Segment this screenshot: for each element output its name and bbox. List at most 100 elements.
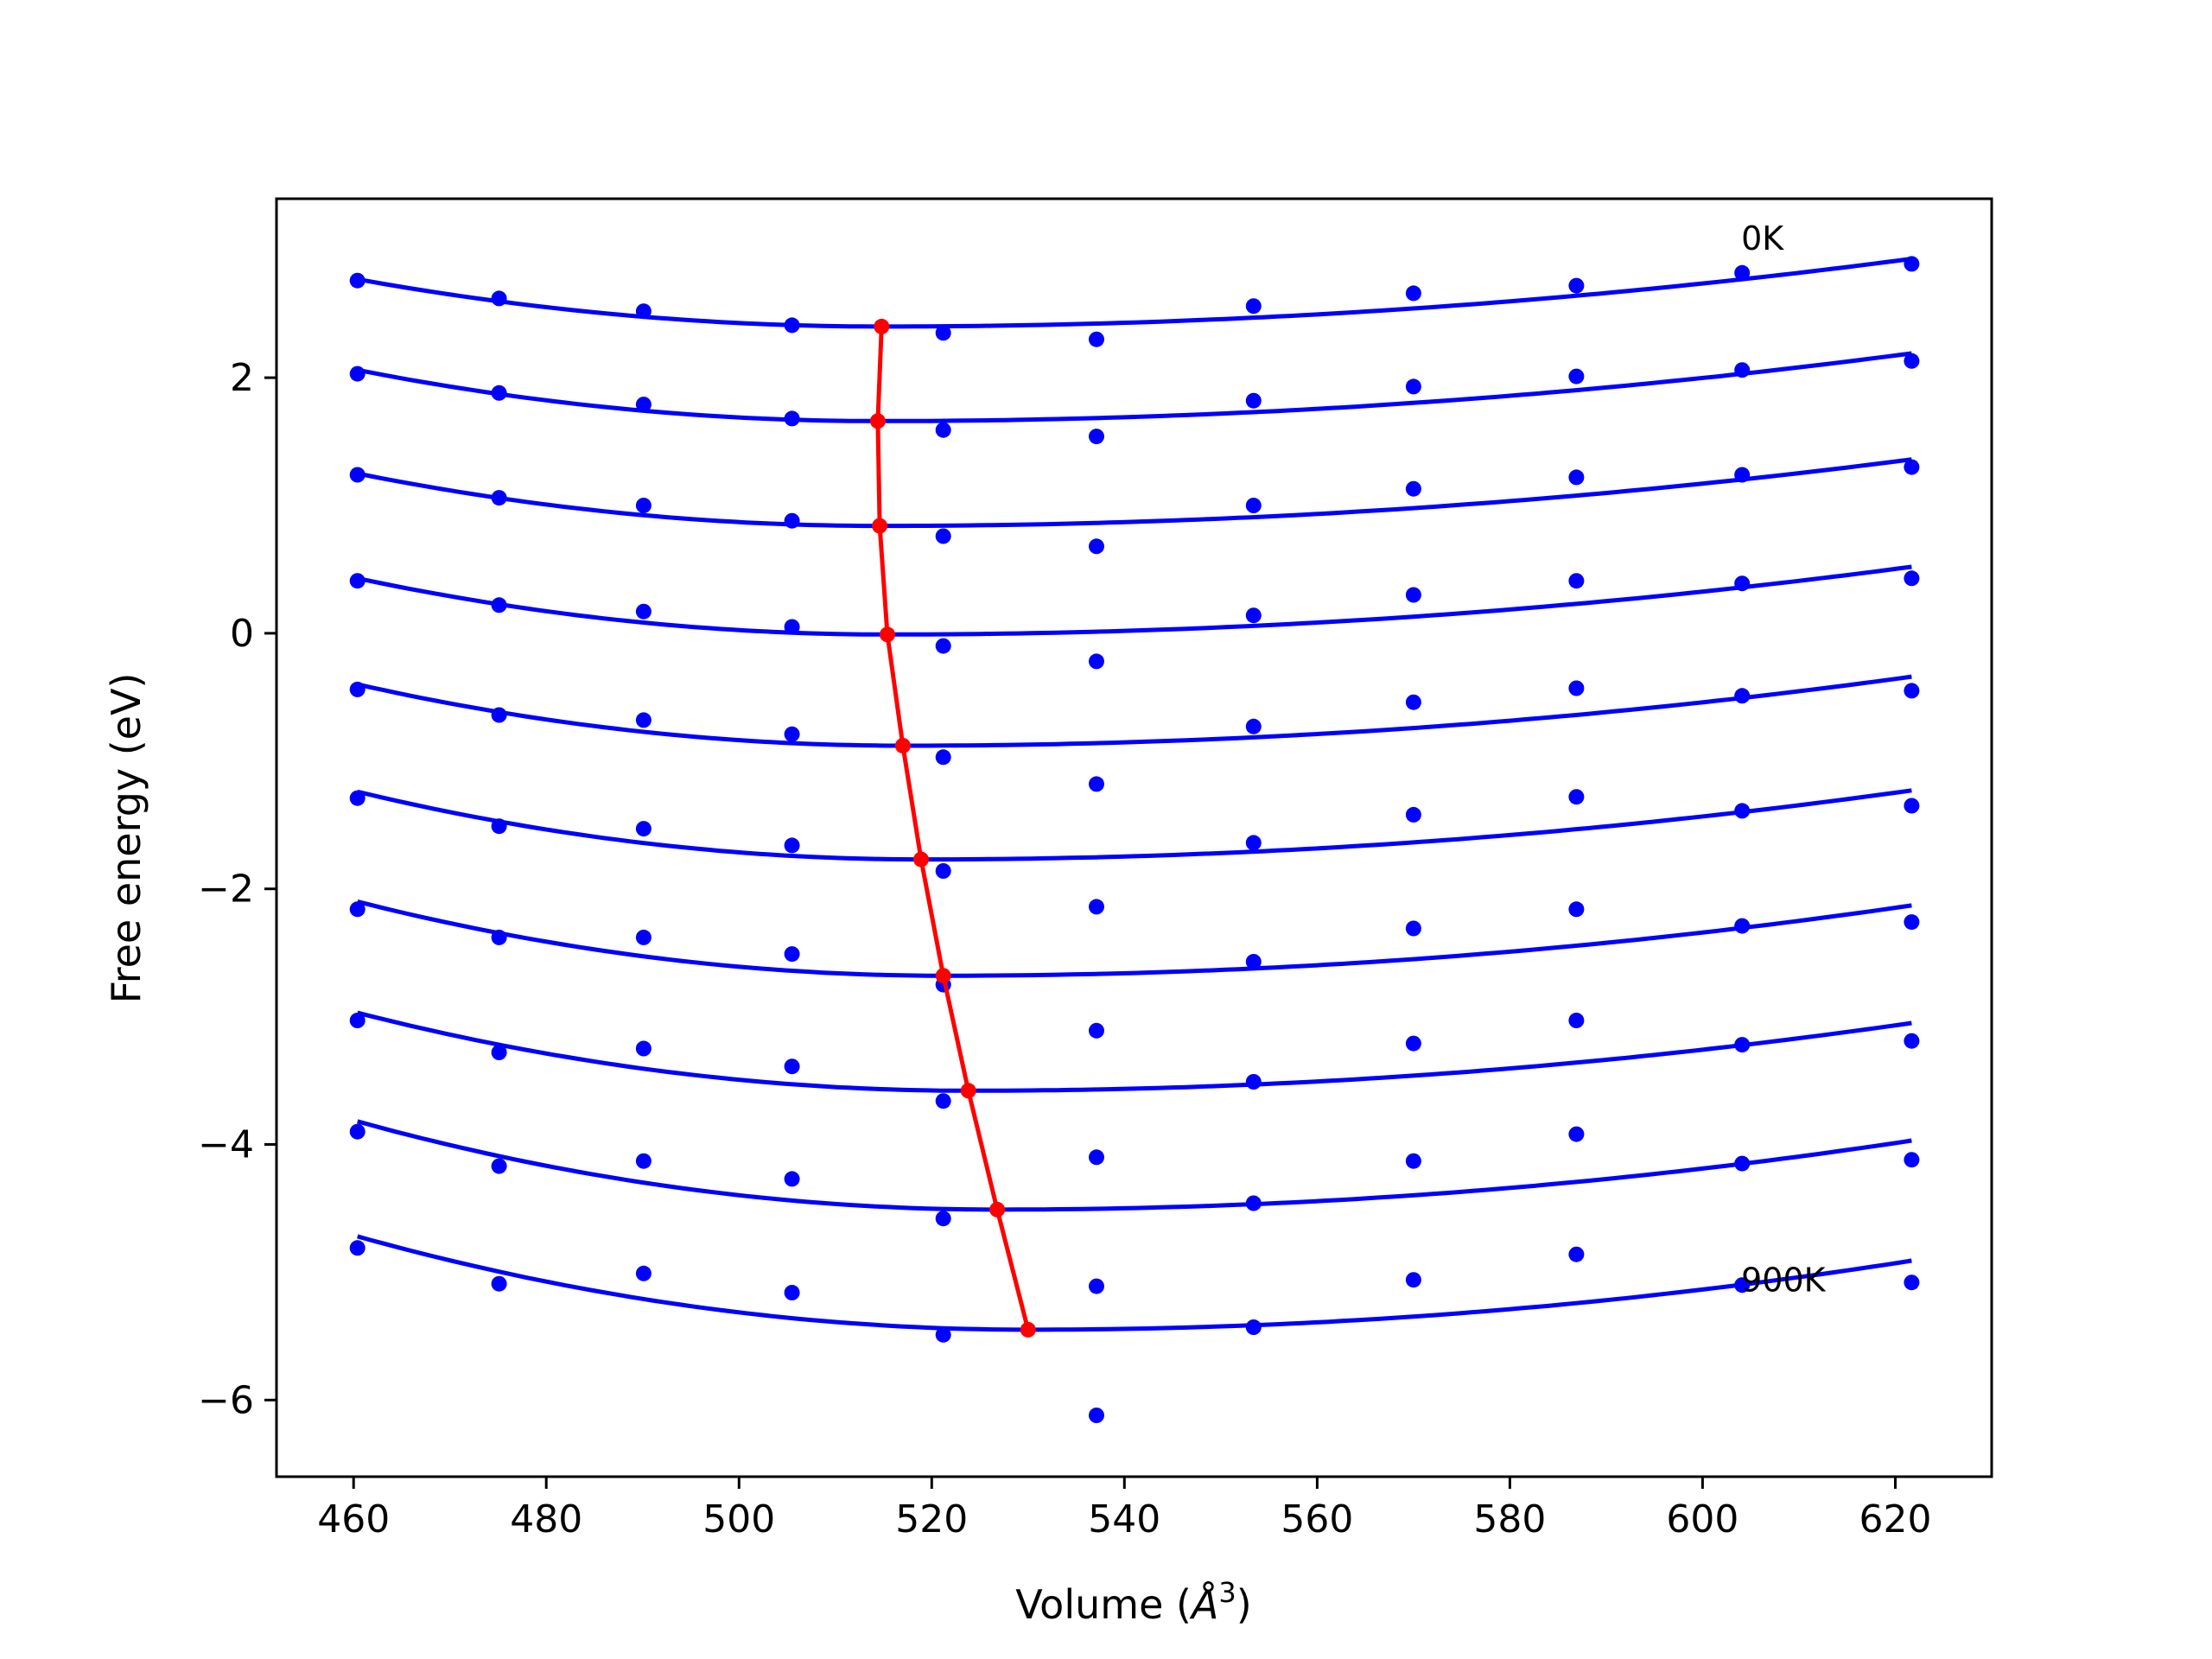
data-point-2-0 bbox=[349, 467, 365, 483]
data-point-4-2 bbox=[635, 712, 652, 728]
data-point-3-5 bbox=[1089, 653, 1104, 670]
x-tick-label-3: 520 bbox=[895, 1497, 968, 1541]
x-tick-label-1: 480 bbox=[510, 1497, 582, 1541]
data-point-4-7 bbox=[1405, 694, 1421, 710]
data-point-8-10 bbox=[1904, 1152, 1920, 1168]
data-point-6-6 bbox=[1245, 954, 1262, 969]
data-point-3-1 bbox=[491, 597, 507, 613]
annotation-0: 0K bbox=[1741, 219, 1784, 257]
data-point-0-6 bbox=[1245, 298, 1262, 315]
data-point-8-2 bbox=[635, 1153, 652, 1169]
data-point-1-1 bbox=[491, 385, 507, 401]
data-point-3-2 bbox=[635, 603, 652, 620]
data-point-7-4 bbox=[935, 1093, 951, 1109]
data-point-3-3 bbox=[784, 619, 800, 635]
data-point-0-2 bbox=[635, 303, 652, 320]
data-point-8-9 bbox=[1734, 1155, 1751, 1172]
data-point-7-1 bbox=[491, 1045, 507, 1060]
minimum-line bbox=[875, 326, 1031, 1331]
data-point-8-6 bbox=[1245, 1195, 1262, 1211]
y-tick-label-2: −2 bbox=[198, 868, 254, 912]
data-point-9-2 bbox=[635, 1265, 652, 1281]
data-points bbox=[349, 256, 1920, 1423]
data-point-4-6 bbox=[1245, 718, 1262, 734]
data-point-0-3 bbox=[784, 317, 800, 334]
x-tick-label-4: 540 bbox=[1088, 1497, 1160, 1541]
data-point-9-1 bbox=[491, 1275, 507, 1292]
y-tick-label-3: 0 bbox=[230, 612, 254, 656]
data-point-9-10 bbox=[1904, 1274, 1920, 1291]
x-axis-label-close: ) bbox=[1236, 1581, 1252, 1628]
fit-curve-7 bbox=[357, 1010, 1912, 1093]
data-point-4-0 bbox=[349, 681, 365, 697]
data-point-8-1 bbox=[491, 1158, 507, 1174]
data-point-1-5 bbox=[1089, 429, 1104, 445]
data-point-7-5 bbox=[1089, 1149, 1104, 1166]
minimum-point-6 bbox=[935, 968, 951, 984]
minimum-path bbox=[869, 318, 1036, 1338]
data-point-9-4 bbox=[935, 1326, 951, 1343]
data-point-5-3 bbox=[784, 837, 800, 854]
data-point-9-8 bbox=[1568, 1246, 1585, 1262]
data-point-7-9 bbox=[1734, 1037, 1751, 1053]
data-point-5-9 bbox=[1734, 803, 1751, 819]
annotations: 0K 900K bbox=[1741, 219, 1827, 1299]
data-point-6-1 bbox=[491, 929, 507, 945]
fit-curves bbox=[357, 257, 1912, 1332]
axis-ticks: 460 480 500 520 540 560 580 600 620 −6 −4 −2 0 2 bbox=[198, 356, 1931, 1541]
data-point-6-3 bbox=[784, 946, 800, 963]
y-tick-label-1: −4 bbox=[198, 1123, 254, 1167]
data-point-9-5 bbox=[1089, 1408, 1104, 1423]
data-point-9-0 bbox=[349, 1240, 365, 1256]
data-point-9-7 bbox=[1405, 1272, 1421, 1288]
data-point-7-0 bbox=[349, 1013, 365, 1028]
fit-curve-2 bbox=[357, 457, 1912, 529]
data-point-7-8 bbox=[1568, 1013, 1585, 1028]
minimum-point-7 bbox=[960, 1083, 976, 1099]
x-tick-label-5: 560 bbox=[1281, 1497, 1353, 1541]
data-point-8-8 bbox=[1568, 1126, 1585, 1142]
data-point-7-10 bbox=[1904, 1033, 1920, 1049]
data-point-5-1 bbox=[491, 818, 507, 835]
data-point-2-3 bbox=[784, 512, 800, 529]
data-point-6-8 bbox=[1568, 901, 1585, 918]
data-point-4-1 bbox=[491, 707, 507, 723]
data-point-4-3 bbox=[784, 726, 800, 742]
data-point-3-6 bbox=[1245, 607, 1262, 624]
data-point-1-6 bbox=[1245, 392, 1262, 409]
data-point-7-7 bbox=[1405, 1035, 1421, 1052]
data-point-2-1 bbox=[491, 490, 507, 506]
data-point-8-3 bbox=[784, 1171, 800, 1187]
data-point-0-4 bbox=[935, 325, 951, 341]
minimum-point-3 bbox=[880, 626, 895, 643]
x-axis-label: Volume (Å3) bbox=[1015, 1576, 1251, 1628]
data-point-5-4 bbox=[935, 863, 951, 879]
minimum-point-2 bbox=[872, 518, 888, 534]
x-tick-label-0: 460 bbox=[317, 1497, 390, 1541]
fit-curve-1 bbox=[357, 351, 1912, 423]
fit-curve-5 bbox=[357, 788, 1912, 862]
x-axis-unit-letter: Å bbox=[1189, 1581, 1218, 1628]
data-point-6-2 bbox=[635, 929, 652, 945]
data-point-2-2 bbox=[635, 498, 652, 513]
data-point-3-10 bbox=[1904, 570, 1920, 587]
data-point-1-8 bbox=[1568, 368, 1585, 385]
y-axis-label: Free energy (eV) bbox=[103, 673, 149, 1004]
minimum-point-4 bbox=[894, 738, 911, 753]
data-point-1-0 bbox=[349, 365, 365, 382]
y-tick-label-4: 2 bbox=[230, 356, 254, 400]
data-point-6-0 bbox=[349, 901, 365, 918]
x-tick-label-2: 500 bbox=[702, 1497, 775, 1541]
data-point-2-6 bbox=[1245, 498, 1262, 513]
minimum-point-9 bbox=[1020, 1321, 1036, 1338]
data-point-1-2 bbox=[635, 397, 652, 413]
fit-curve-3 bbox=[357, 564, 1912, 637]
data-point-2-10 bbox=[1904, 459, 1920, 475]
data-point-0-8 bbox=[1568, 277, 1585, 294]
data-point-8-0 bbox=[349, 1123, 365, 1140]
y-tick-label-0: −6 bbox=[198, 1378, 254, 1422]
data-point-5-5 bbox=[1089, 899, 1104, 915]
data-point-0-0 bbox=[349, 272, 365, 289]
data-point-9-3 bbox=[784, 1285, 800, 1300]
